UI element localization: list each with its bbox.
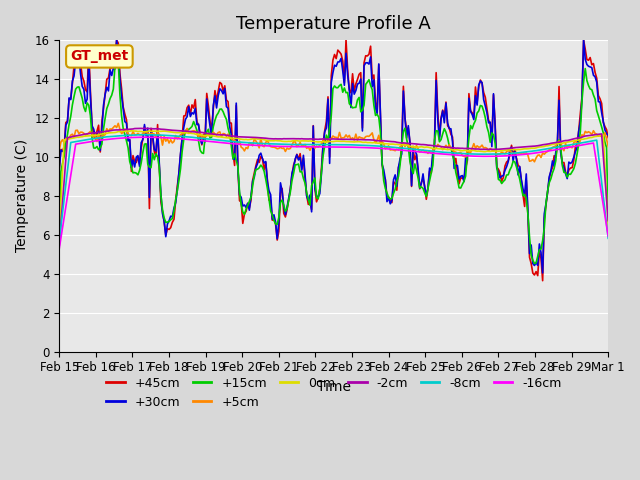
+30cm bbox=[539, 270, 547, 276]
+15cm bbox=[179, 148, 186, 154]
+5cm bbox=[221, 131, 228, 137]
+30cm bbox=[506, 146, 514, 152]
-16cm bbox=[62, 204, 70, 210]
+45cm bbox=[513, 155, 520, 161]
0cm bbox=[179, 130, 186, 135]
+5cm bbox=[56, 147, 63, 153]
+45cm bbox=[539, 278, 547, 284]
+15cm bbox=[506, 167, 514, 173]
-16cm bbox=[604, 233, 612, 239]
-16cm bbox=[506, 153, 514, 158]
Line: -16cm: -16cm bbox=[60, 137, 608, 249]
+30cm bbox=[221, 85, 228, 91]
-8cm bbox=[138, 132, 145, 138]
+5cm bbox=[531, 159, 538, 165]
-16cm bbox=[142, 134, 150, 140]
+30cm bbox=[513, 156, 520, 162]
Legend: +45cm, +30cm, +15cm, +5cm, 0cm, -2cm, -8cm, -16cm: +45cm, +30cm, +15cm, +5cm, 0cm, -2cm, -8… bbox=[100, 372, 566, 414]
0cm bbox=[62, 137, 70, 143]
+45cm bbox=[604, 135, 612, 141]
+45cm bbox=[179, 134, 186, 140]
Line: -8cm: -8cm bbox=[60, 135, 608, 240]
+5cm bbox=[604, 144, 612, 149]
+45cm bbox=[113, 37, 120, 43]
Line: 0cm: 0cm bbox=[60, 131, 608, 231]
+45cm bbox=[506, 153, 514, 158]
Line: +15cm: +15cm bbox=[60, 58, 608, 264]
0cm bbox=[127, 128, 135, 134]
0cm bbox=[506, 147, 514, 153]
X-axis label: Time: Time bbox=[317, 380, 351, 394]
+45cm bbox=[365, 51, 373, 57]
+15cm bbox=[62, 141, 70, 146]
+5cm bbox=[506, 148, 514, 154]
-2cm bbox=[365, 137, 373, 143]
Line: -2cm: -2cm bbox=[60, 128, 608, 245]
-16cm bbox=[179, 136, 186, 142]
-8cm bbox=[604, 235, 612, 241]
-16cm bbox=[513, 152, 520, 158]
Y-axis label: Temperature (C): Temperature (C) bbox=[15, 139, 29, 252]
+5cm bbox=[365, 133, 373, 139]
+45cm bbox=[56, 167, 63, 173]
-16cm bbox=[56, 246, 63, 252]
-8cm bbox=[179, 133, 186, 139]
0cm bbox=[221, 135, 228, 141]
+30cm bbox=[365, 61, 373, 67]
0cm bbox=[56, 228, 63, 234]
+15cm bbox=[531, 261, 538, 266]
-8cm bbox=[506, 151, 514, 156]
+15cm bbox=[56, 229, 63, 235]
+15cm bbox=[113, 55, 120, 61]
-2cm bbox=[506, 145, 514, 151]
+5cm bbox=[513, 149, 520, 155]
+45cm bbox=[62, 120, 70, 125]
+5cm bbox=[115, 120, 122, 126]
Line: +30cm: +30cm bbox=[60, 40, 608, 273]
-2cm bbox=[56, 242, 63, 248]
+30cm bbox=[604, 132, 612, 138]
Line: +5cm: +5cm bbox=[60, 123, 608, 162]
+15cm bbox=[513, 164, 520, 170]
-8cm bbox=[221, 138, 228, 144]
0cm bbox=[513, 147, 520, 153]
-16cm bbox=[221, 140, 228, 146]
-8cm bbox=[56, 238, 63, 243]
+5cm bbox=[179, 131, 186, 137]
-2cm bbox=[141, 125, 148, 131]
+30cm bbox=[56, 165, 63, 171]
-2cm bbox=[221, 132, 228, 138]
0cm bbox=[604, 225, 612, 230]
+30cm bbox=[179, 136, 186, 142]
+15cm bbox=[604, 216, 612, 222]
-2cm bbox=[513, 144, 520, 150]
-2cm bbox=[62, 156, 70, 162]
-8cm bbox=[365, 143, 373, 148]
+5cm bbox=[62, 135, 70, 141]
0cm bbox=[365, 140, 373, 145]
-2cm bbox=[604, 218, 612, 224]
-2cm bbox=[179, 128, 186, 134]
+15cm bbox=[365, 77, 373, 83]
-16cm bbox=[365, 145, 373, 151]
Title: Temperature Profile A: Temperature Profile A bbox=[236, 15, 431, 33]
+30cm bbox=[113, 37, 120, 43]
Text: GT_met: GT_met bbox=[70, 49, 129, 63]
-8cm bbox=[62, 182, 70, 188]
-8cm bbox=[513, 150, 520, 156]
Line: +45cm: +45cm bbox=[60, 40, 608, 281]
+30cm bbox=[62, 122, 70, 128]
+15cm bbox=[221, 113, 228, 119]
+45cm bbox=[221, 83, 228, 89]
